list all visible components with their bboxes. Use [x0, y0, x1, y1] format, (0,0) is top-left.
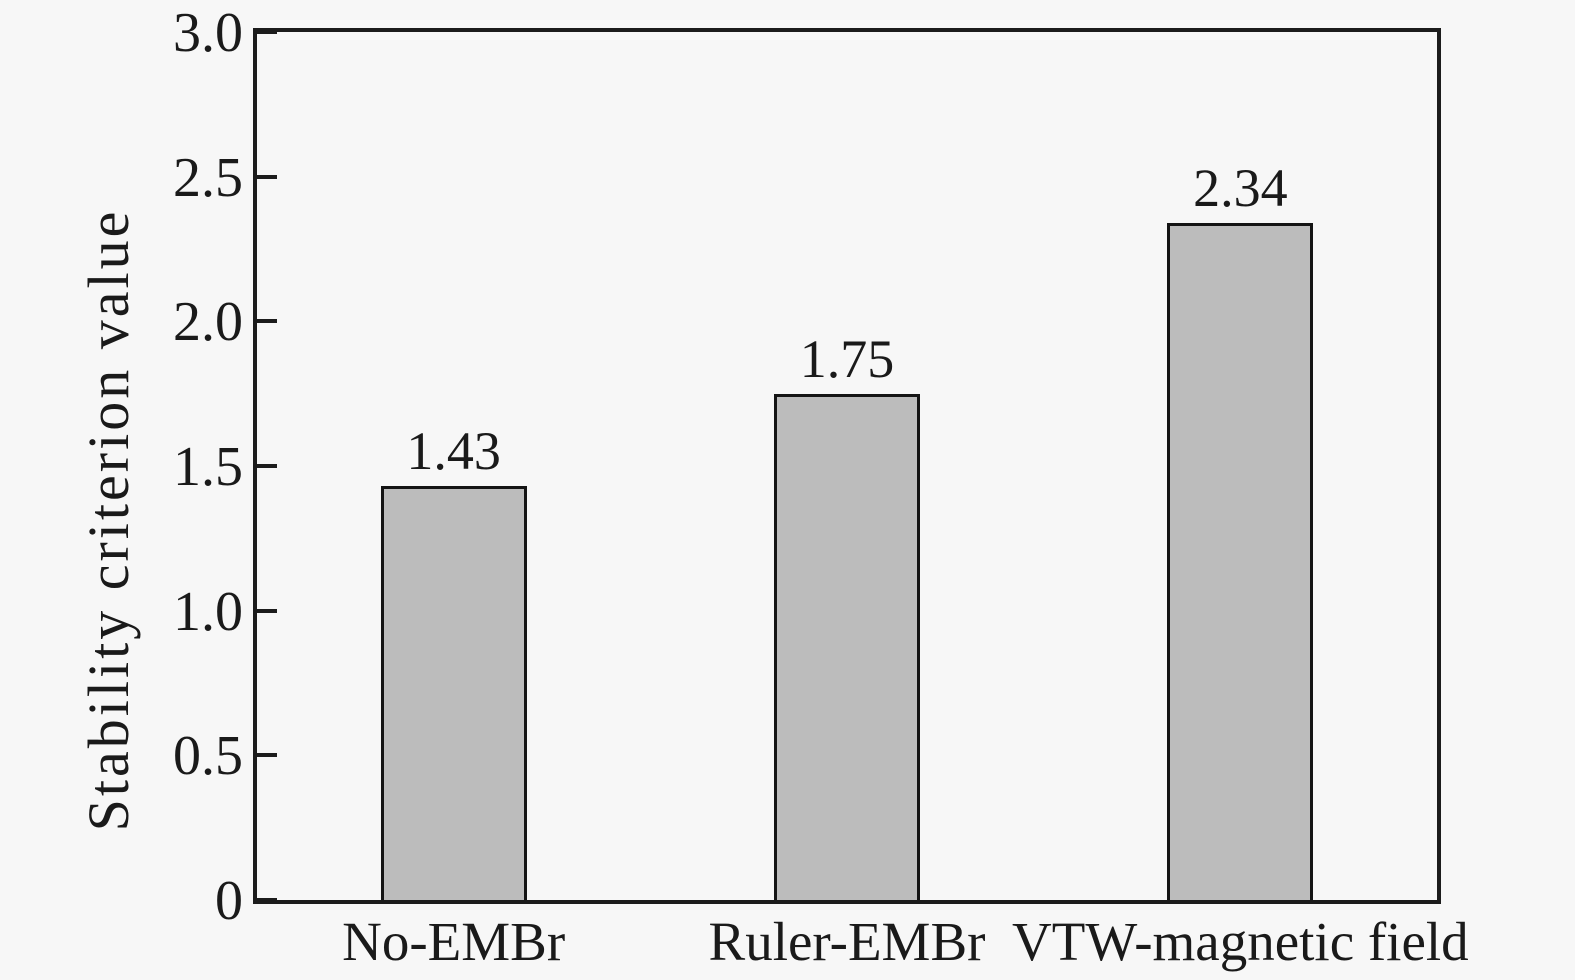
y-tick-label: 0.5 — [173, 725, 243, 788]
bar — [774, 393, 920, 900]
plot-area: 1.43 1.75 2.34 — [253, 28, 1441, 904]
bar — [1167, 222, 1314, 900]
bar-value-label: 1.43 — [406, 421, 501, 482]
y-tick — [257, 319, 277, 324]
y-tick-label: 2.0 — [173, 291, 243, 354]
bar — [380, 486, 527, 900]
y-tick — [257, 174, 277, 179]
y-tick — [257, 30, 277, 34]
y-tick — [257, 898, 277, 902]
y-tick-label: 1.5 — [173, 436, 243, 498]
x-category-label: VTW-magnetic field — [1012, 911, 1469, 972]
y-tick-label: 1.0 — [173, 580, 243, 643]
bar-value-label: 2.34 — [1193, 157, 1288, 218]
y-tick-label: 0 — [215, 870, 243, 932]
y-tick — [257, 608, 277, 613]
y-tick — [257, 753, 277, 758]
bar-value-label: 1.75 — [799, 328, 895, 389]
y-tick-label: 3.0 — [173, 2, 243, 64]
x-category-label: Ruler-EMBr — [708, 911, 986, 972]
x-category-label: No-EMBr — [342, 911, 566, 972]
y-tick-label: 2.5 — [173, 146, 243, 209]
y-tick — [257, 464, 277, 468]
